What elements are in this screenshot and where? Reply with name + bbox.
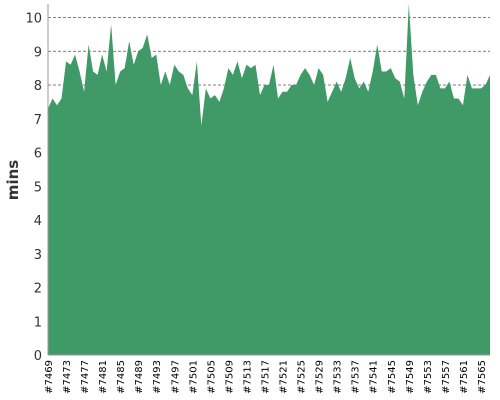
y-tick-label: 5 [34, 180, 42, 195]
x-tick-label: #7553 [423, 360, 434, 394]
y-tick-label: 9 [34, 45, 42, 60]
x-tick-label: #7517 [260, 360, 271, 394]
x-tick-label: #7537 [351, 360, 362, 394]
x-tick-label: #7541 [369, 360, 380, 394]
x-tick-label: #7481 [98, 360, 109, 394]
x-tick-label: #7561 [459, 360, 470, 394]
x-tick-label: #7525 [297, 360, 308, 394]
x-tick-label: #7533 [333, 360, 344, 394]
y-tick-label: 0 [34, 349, 42, 364]
y-axis-ticks: 0 1 2 3 4 5 6 7 8 9 10 [25, 12, 42, 365]
x-tick-label: #7477 [80, 360, 91, 394]
y-tick-label: 4 [34, 214, 42, 229]
x-axis-ticks: #7469 #7473 #7477 #7481 #7485 #7489 #7493 #7497… [44, 360, 488, 394]
y-tick-label: 1 [34, 315, 42, 330]
y-tick-label: 3 [34, 248, 42, 263]
x-tick-label: #7485 [116, 360, 127, 394]
y-axis-label: mins [4, 160, 22, 200]
x-tick-label: #7469 [44, 360, 55, 394]
x-tick-label: #7501 [188, 360, 199, 394]
x-tick-label: #7549 [405, 360, 416, 394]
y-tick-label: 6 [34, 147, 42, 162]
x-tick-label: #7497 [170, 360, 181, 394]
x-tick-label: #7529 [315, 360, 326, 394]
x-tick-label: #7473 [62, 360, 73, 394]
x-tick-label: #7545 [387, 360, 398, 394]
x-tick-label: #7493 [152, 360, 163, 394]
x-tick-label: #7509 [224, 360, 235, 394]
x-tick-label: #7489 [134, 360, 145, 394]
y-tick-label: 2 [34, 282, 42, 297]
y-tick-label: 8 [34, 79, 42, 94]
duration-area [48, 4, 490, 355]
y-tick-label: 7 [34, 113, 42, 128]
y-tick-label: 10 [25, 12, 42, 27]
x-tick-label: #7505 [206, 360, 217, 394]
x-tick-label: #7557 [441, 360, 452, 394]
x-tick-label: #7513 [242, 360, 253, 394]
x-tick-label: #7565 [477, 360, 488, 394]
x-tick-label: #7521 [279, 360, 290, 394]
